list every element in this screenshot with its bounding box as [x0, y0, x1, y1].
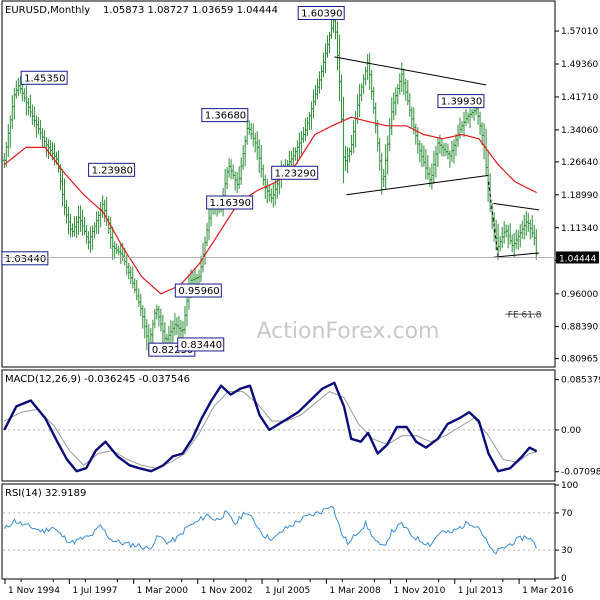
price-label-text: 1.60390	[301, 8, 342, 19]
current-price-tag	[556, 251, 599, 264]
price-y-tick-label: 1.41710	[561, 93, 598, 103]
x-tick-label: 1 Jul 1997	[72, 586, 117, 596]
price-label-text: 1.03440	[5, 254, 46, 265]
dashed-trendline	[488, 181, 499, 258]
price-y-tick-label: 0.80965	[561, 355, 598, 365]
x-tick-label: 1 Mar 2008	[329, 586, 381, 596]
ohlc-values: 1.05873 1.08727 1.03659 1.04444	[103, 5, 278, 16]
price-label-box	[271, 165, 319, 180]
x-tick-label: 1 Nov 1994	[8, 586, 60, 596]
rsi-y-tick-label: 100	[561, 481, 578, 491]
price-label-box	[20, 70, 68, 85]
price-label-box	[201, 108, 249, 123]
price-label-text: 1.45350	[24, 73, 65, 84]
price-y-tick-label: 0.88390	[561, 323, 598, 333]
price-label-text: 1.39930	[441, 97, 482, 108]
price-label-box	[206, 195, 254, 210]
macd-panel-frame	[1, 369, 556, 482]
macd-y-axis: 0.085379 0.00 -0.070989	[555, 376, 600, 478]
trendline	[346, 174, 489, 196]
price-label-text: 0.83440	[181, 340, 222, 351]
rsi-y-tick-label: 30	[561, 546, 573, 556]
price-label-text: 0.95960	[178, 286, 219, 297]
price-label-box	[88, 162, 136, 177]
price-y-tick-label: 0.96000	[561, 290, 598, 300]
macd-y-tick-label: 0.085379	[561, 376, 600, 386]
price-label-text: 1.23980	[92, 165, 133, 176]
price-label-text: 1.16390	[210, 198, 251, 209]
reference-levels	[3, 429, 555, 551]
price-y-tick-label: 1.18990	[561, 191, 598, 201]
macd-y-tick-label: 0.00	[561, 426, 581, 436]
macd-title: MACD(12,26,9) -0.036245 -0.037546	[5, 374, 190, 385]
x-tick-label: 1 Nov 2010	[393, 586, 445, 596]
trendline	[334, 56, 487, 86]
x-tick-label: 1 Jul 2005	[265, 586, 310, 596]
fe-label-text: FE 61.8	[508, 311, 542, 321]
rsi-y-axis: 0 30 70 100	[555, 481, 578, 584]
trendline	[493, 252, 540, 258]
price-label-box	[177, 337, 225, 352]
price-label-box	[297, 5, 345, 20]
price-y-tick-label: 1.26640	[561, 158, 598, 168]
price-y-axis: 0.809650.883900.960001.037401.113401.189…	[555, 27, 598, 365]
price-label-box	[437, 94, 485, 109]
price-label-text: 0.82230	[152, 345, 193, 356]
moving-average-line	[3, 116, 537, 295]
price-label-text: 1.36680	[205, 111, 246, 122]
macd-main-line	[3, 381, 538, 473]
trendline	[493, 202, 540, 211]
price-panel-frame	[1, 0, 556, 368]
watermark-text: ActionForex.com	[257, 319, 440, 344]
price-y-tick-label: 1.34060	[561, 126, 598, 136]
current-price: 1.04444	[3, 251, 599, 264]
price-y-tick-label: 1.49360	[561, 60, 598, 70]
x-tick-label: 1 Mar 2016	[522, 586, 574, 596]
macd-y-tick-label: -0.070989	[561, 468, 600, 478]
moving-average	[3, 116, 537, 295]
time-x-axis: 1 Nov 1994 1 Jul 1997 1 Mar 2000 1 Nov 2002…	[4, 579, 574, 596]
x-tick-label: 1 Jul 2013	[458, 586, 503, 596]
current-price-label: 1.04444	[559, 254, 596, 264]
price-bars	[2, 10, 538, 357]
macd-lines	[3, 381, 538, 473]
rsi-line-path	[3, 505, 537, 555]
trendlines	[334, 56, 542, 315]
price-label-box	[174, 283, 222, 298]
x-tick-label: 1 Nov 2002	[201, 586, 253, 596]
rsi-y-tick-label: 0	[561, 574, 567, 584]
symbol-timeframe-label: EURUSD,Monthly	[5, 5, 90, 16]
price-y-tick-label: 1.57010	[561, 27, 598, 37]
rsi-y-tick-label: 70	[561, 509, 573, 519]
price-label-box	[1, 251, 49, 266]
price-annotations: 1.45350 1.23980 1.03440 0.95960 0.822300.834…	[1, 5, 542, 357]
price-y-tick-label: 1.11340	[561, 224, 598, 234]
macd-signal-line	[4, 391, 537, 469]
rsi-line	[3, 505, 537, 555]
x-tick-label: 1 Mar 2000	[137, 586, 189, 596]
price-label-text: 1.23290	[275, 168, 316, 179]
rsi-title: RSI(14) 32.9189	[5, 488, 86, 499]
